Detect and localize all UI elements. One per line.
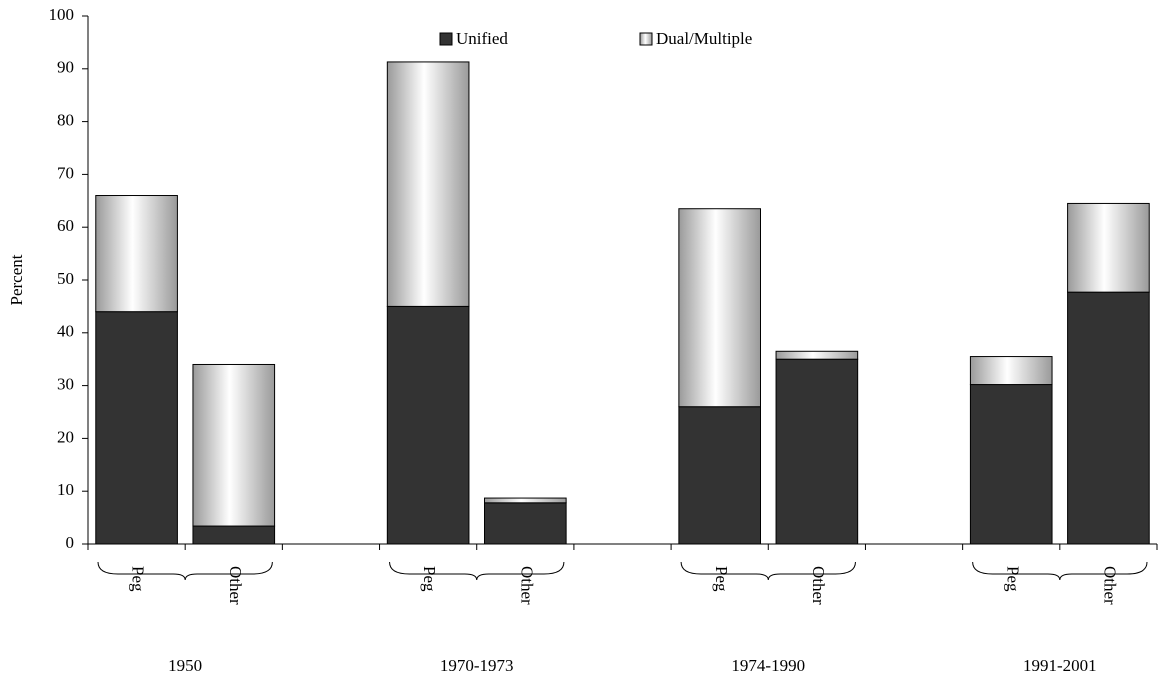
y-tick-label: 20: [57, 427, 74, 446]
bar-segment: [969, 384, 1053, 545]
x-tick-label: Other: [1101, 566, 1120, 605]
y-tick-label: 100: [49, 5, 75, 24]
bar-segment: [969, 356, 1053, 386]
bar-segment: [95, 195, 178, 313]
y-tick-label: 40: [57, 322, 74, 341]
legend-swatch: [439, 32, 453, 46]
bar-segment: [678, 208, 761, 408]
y-tick-label: 70: [57, 163, 74, 182]
x-tick-label: Peg: [129, 566, 148, 592]
bar-segment: [386, 305, 470, 545]
bar-segment: [775, 350, 859, 360]
x-tick-label: Other: [517, 566, 536, 605]
bar-segment: [192, 525, 276, 545]
x-tick-label: Other: [809, 566, 828, 605]
group-label: 1991-2001: [1023, 656, 1097, 675]
group-label: 1950: [168, 656, 202, 675]
bar-segment: [95, 311, 178, 545]
legend-label: Dual/Multiple: [656, 29, 752, 48]
legend-label: Unified: [456, 29, 508, 48]
bar-segment: [484, 497, 567, 504]
bar-segment: [386, 61, 470, 307]
group-brace: [97, 561, 273, 581]
group-brace: [389, 561, 565, 581]
group-brace: [972, 561, 1148, 581]
group-label: 1974-1990: [731, 656, 805, 675]
bar-segment: [484, 502, 567, 545]
x-tick-label: Peg: [712, 566, 731, 592]
bar-segment: [678, 406, 761, 545]
y-tick-label: 80: [57, 111, 74, 130]
y-tick-label: 10: [57, 480, 74, 499]
y-tick-label: 90: [57, 58, 74, 77]
y-tick-label: 50: [57, 269, 74, 288]
x-tick-label: Peg: [1003, 566, 1022, 592]
bar-segment: [1067, 202, 1150, 293]
x-tick-label: Other: [226, 566, 245, 605]
group-brace: [680, 561, 856, 581]
y-tick-label: 60: [57, 216, 74, 235]
bar-segment: [1067, 291, 1150, 545]
bar-segment: [775, 358, 859, 545]
y-tick-label: 0: [66, 533, 75, 552]
group-label: 1970-1973: [440, 656, 514, 675]
x-tick-label: Peg: [420, 566, 439, 592]
y-tick-label: 30: [57, 375, 74, 394]
y-axis-label: Percent: [7, 254, 26, 305]
bar-segment: [192, 363, 276, 527]
legend-swatch: [639, 32, 653, 46]
